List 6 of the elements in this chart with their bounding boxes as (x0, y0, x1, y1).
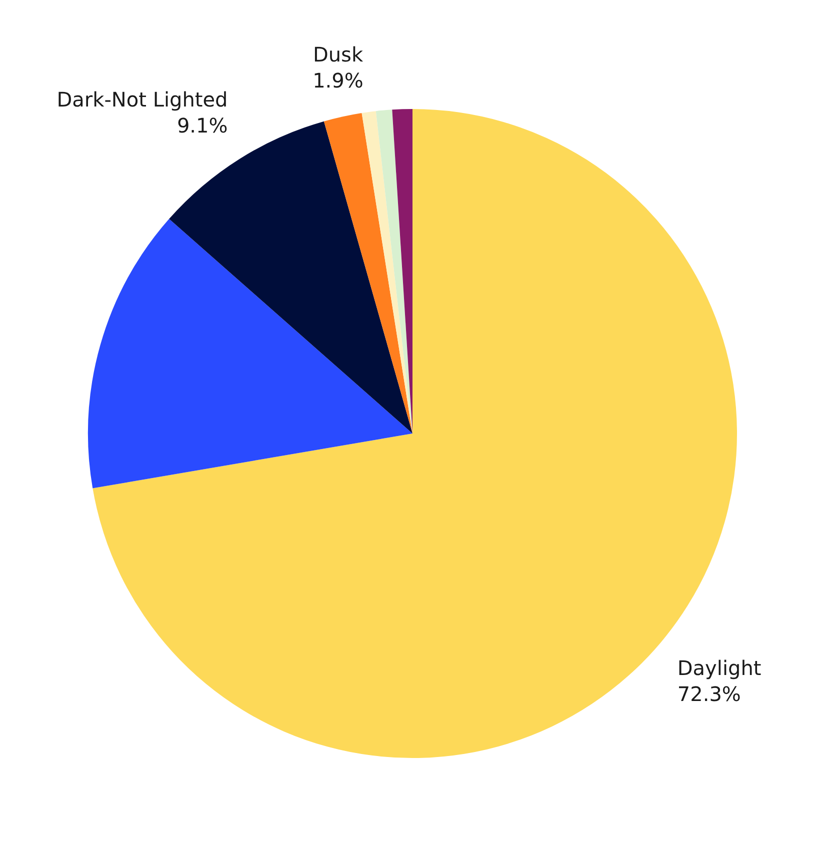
data-label: 72.3% (677, 682, 741, 706)
slice-label: Dusk (312, 42, 364, 66)
slice-label: Daylight (677, 656, 762, 680)
data-label: 1.9% (312, 68, 364, 92)
slice-label: Dark-Not Lighted (56, 88, 228, 112)
data-label: 9.1% (176, 114, 228, 138)
